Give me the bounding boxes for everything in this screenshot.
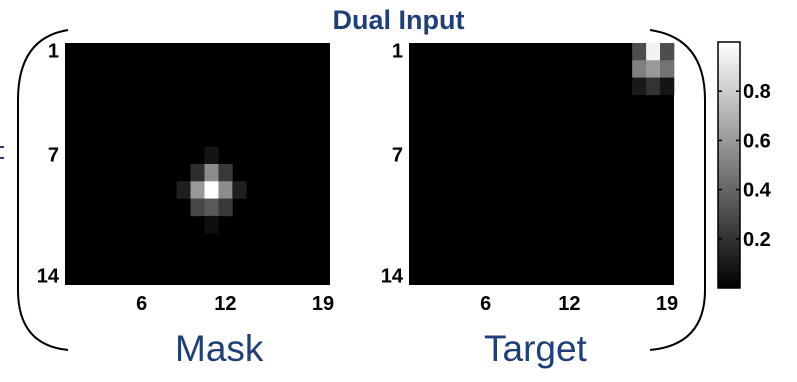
x-tick-label: 19 bbox=[312, 293, 334, 315]
y-tick-label: 1 bbox=[48, 41, 59, 63]
heatmap-cell bbox=[204, 164, 219, 182]
heatmap-cell bbox=[204, 215, 219, 234]
colorbar-tick-label: 0.2 bbox=[743, 229, 771, 251]
heatmap-cell bbox=[190, 164, 205, 182]
heatmap-background bbox=[409, 43, 674, 285]
mask-label: Mask bbox=[175, 328, 264, 369]
colorbar-tick-label: 0.8 bbox=[743, 81, 771, 103]
x-tick-label: 12 bbox=[214, 293, 236, 315]
heatmap-cell bbox=[632, 77, 647, 96]
heatmap-cell bbox=[218, 164, 233, 182]
colorbar: 0.2 0.4 0.6 0.8 bbox=[717, 41, 772, 289]
heatmap-cell bbox=[232, 181, 247, 199]
left-bracket bbox=[17, 29, 69, 351]
y-tick-label: 14 bbox=[37, 265, 60, 287]
heatmap-cell bbox=[190, 198, 205, 217]
target-label: Target bbox=[484, 328, 587, 369]
heatmap-cell bbox=[632, 43, 647, 61]
y-tick-label: 7 bbox=[48, 144, 59, 166]
x-tick-label: 6 bbox=[480, 293, 491, 315]
colorbar-tick-label: 0.6 bbox=[743, 130, 771, 152]
heatmap-cell bbox=[204, 181, 219, 199]
heatmap-cell bbox=[660, 60, 675, 78]
x-tick-label: 19 bbox=[656, 293, 678, 315]
heatmap-cell bbox=[632, 60, 647, 78]
mask-heatmap: 1 7 14 6 12 19 bbox=[37, 41, 334, 315]
heatmap-cell bbox=[646, 60, 661, 78]
x-tick-label: 12 bbox=[558, 293, 580, 315]
heatmap-cell bbox=[646, 77, 661, 96]
target-heatmap: 1 7 14 6 12 19 bbox=[381, 41, 678, 315]
heatmap-cell bbox=[204, 146, 219, 165]
heatmap-cell bbox=[190, 181, 205, 199]
heatmap-cell bbox=[646, 43, 661, 61]
heatmap-cell bbox=[218, 198, 233, 217]
y-tick-label: 7 bbox=[392, 144, 403, 166]
right-bracket bbox=[649, 29, 706, 351]
heatmap-cell bbox=[176, 181, 191, 199]
heatmap-cell bbox=[660, 43, 675, 61]
colorbar-gradient bbox=[717, 41, 741, 289]
y-tick-label: 1 bbox=[392, 41, 403, 63]
y-tick-label: 14 bbox=[381, 265, 404, 287]
colorbar-tick-label: 0.4 bbox=[743, 180, 772, 202]
x-tick-label: 6 bbox=[136, 293, 147, 315]
chart-title: Dual Input bbox=[332, 5, 465, 35]
heatmap-cell bbox=[204, 198, 219, 217]
heatmap-cell bbox=[660, 77, 675, 96]
heatmap-cell bbox=[218, 181, 233, 199]
